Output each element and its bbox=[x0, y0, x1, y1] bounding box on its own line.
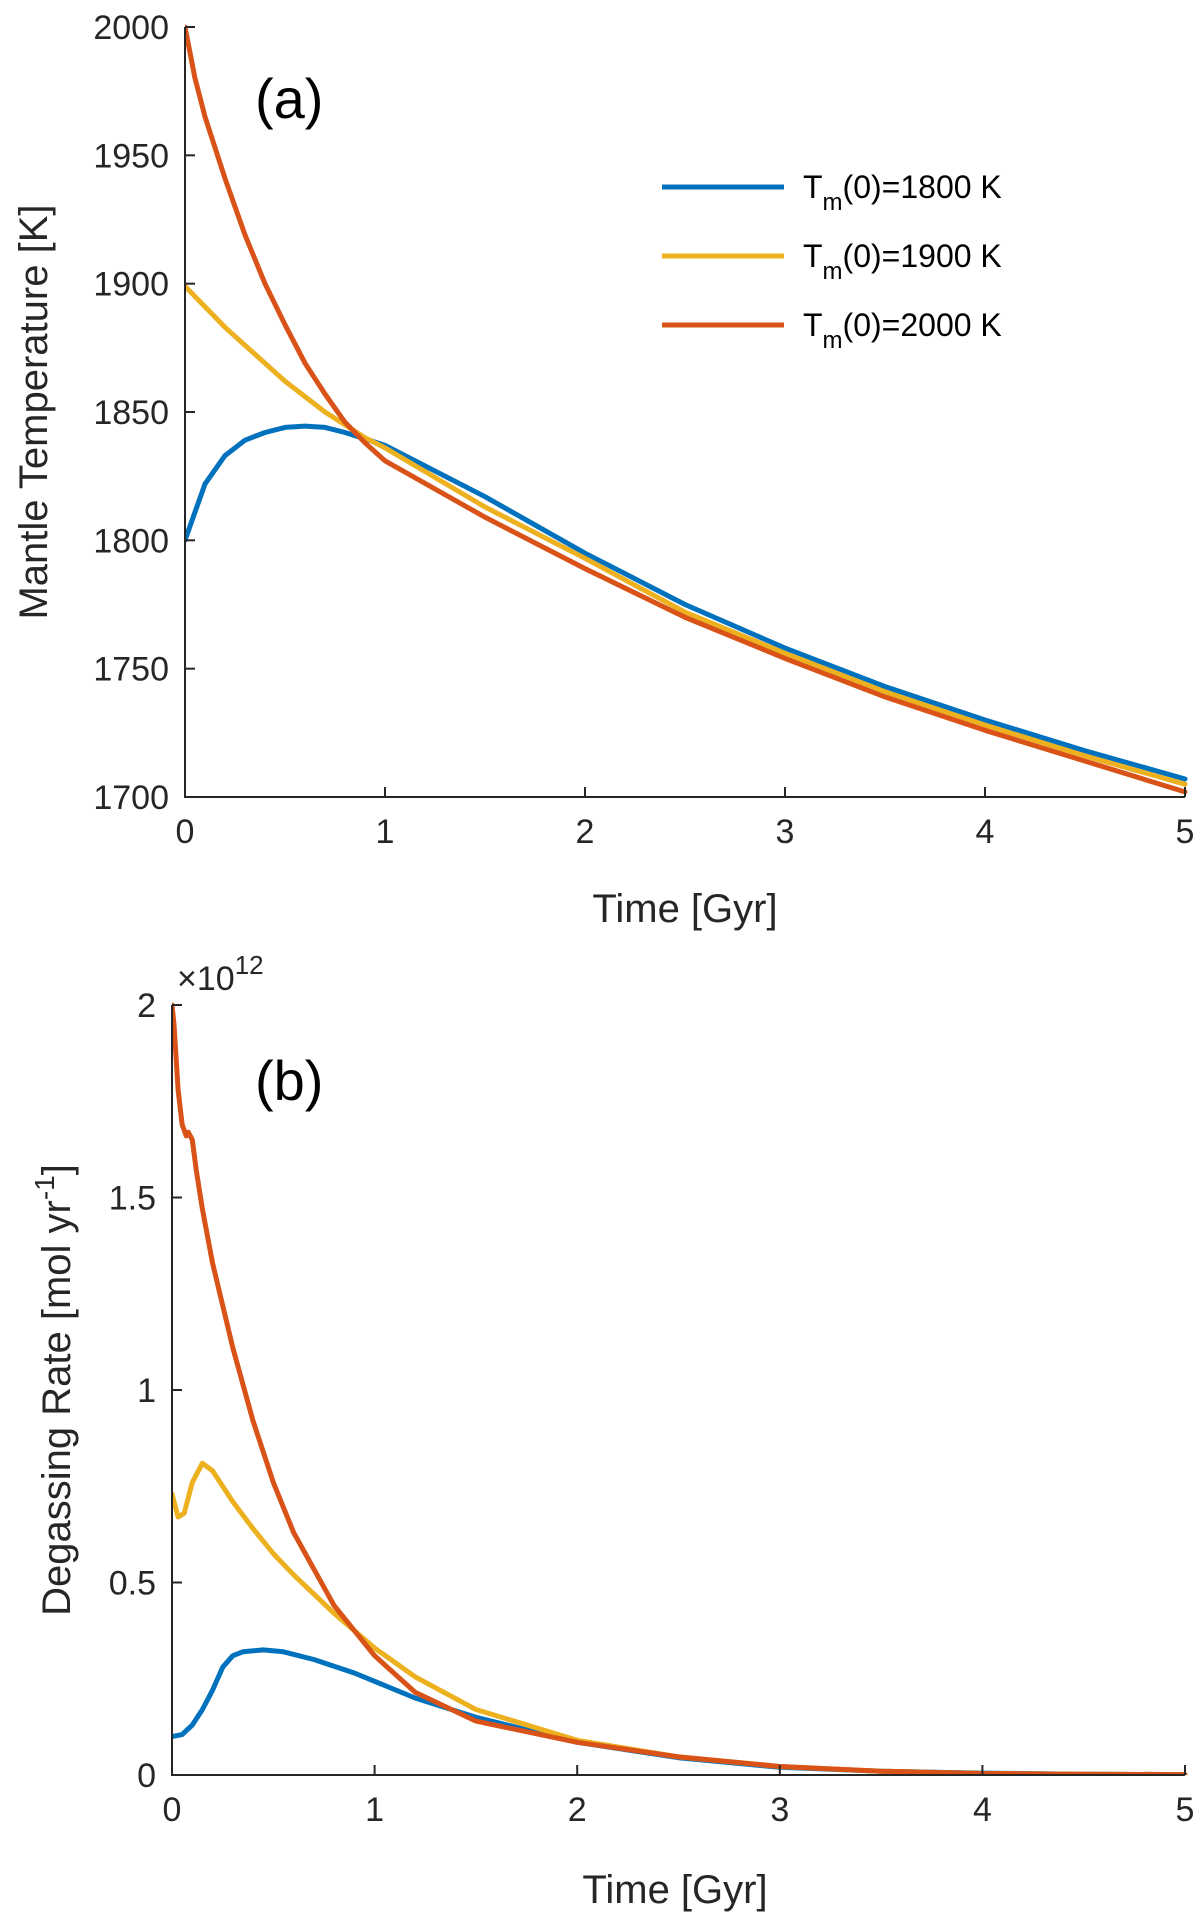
panel-a-ytick-label: 1950 bbox=[93, 137, 169, 175]
legend-label-tm1900-sub: m bbox=[823, 258, 843, 285]
panel-a-ylabel: Mantle Temperature [K] bbox=[12, 204, 56, 619]
panel-b: 0 1 2 3 4 500.511.52 ×1012 (b) Time [Gyr] Deg… bbox=[29, 950, 1194, 1912]
panel-a-xtick-label: 4 bbox=[976, 813, 995, 851]
panel-a-xtick-label: 1 bbox=[376, 813, 395, 851]
panel-b-xtick-label: 2 bbox=[568, 1791, 587, 1829]
panel-b-ytick-label: 0.5 bbox=[109, 1565, 156, 1603]
panel-b-xtick-label: 4 bbox=[973, 1791, 992, 1829]
panel-b-ytick-label: 2 bbox=[137, 987, 156, 1025]
legend-label-tm2000-sub: m bbox=[823, 327, 843, 354]
legend-label-tm2000-main: T bbox=[803, 307, 823, 343]
legend: Tm(0)=1800 K Tm(0)=1900 K Tm(0)=2000 K bbox=[662, 169, 1002, 354]
panel-b-ticks: 0 1 2 3 4 5 0 0.5 1 1.5 2 bbox=[109, 987, 1195, 1829]
legend-label-tm2000-suffix: (0)=2000 K bbox=[843, 307, 1002, 343]
panel-b-ylabel-sup: -1 bbox=[29, 1175, 60, 1200]
panel-b-series-group bbox=[172, 1002, 1188, 1775]
panel-a-xlabel: Time [Gyr] bbox=[592, 887, 777, 931]
panel-a: 0 1 2 3 4 5 1700 1750 1800 1850 1900 1950 2000 (a) T… bbox=[12, 9, 1194, 931]
panel-a-xtick-label: 0 bbox=[176, 813, 195, 851]
panel-a-ytick-label: 2000 bbox=[93, 9, 169, 47]
legend-label-tm2000: Tm(0)=2000 K bbox=[803, 307, 1002, 354]
legend-label-tm1800-main: T bbox=[803, 169, 823, 205]
legend-label-tm1900: Tm(0)=1900 K bbox=[803, 238, 1002, 285]
panel-b-ylabel: Degassing Rate [mol yr-1] bbox=[29, 1164, 79, 1616]
panel-a-ytick-label: 1900 bbox=[93, 266, 169, 304]
panel-b-xtick-label: 3 bbox=[770, 1791, 789, 1829]
panel-b-ylabel-main: Degassing Rate [mol yr bbox=[35, 1200, 79, 1616]
panel-a-ytick-label: 1800 bbox=[93, 522, 169, 560]
panel-b-line-tm1900 bbox=[172, 1460, 1188, 1775]
panel-a-ytick-label: 1850 bbox=[93, 394, 169, 432]
panel-b-ytick-label: 1 bbox=[137, 1372, 156, 1410]
panel-b-xtick-label: 0 bbox=[163, 1791, 182, 1829]
panel-a-ytick-label: 1700 bbox=[93, 779, 169, 817]
panel-b-xtick-label: 1 bbox=[365, 1791, 384, 1829]
panel-a-xtick-label: 5 bbox=[1176, 813, 1195, 851]
legend-label-tm1900-main: T bbox=[803, 238, 823, 274]
legend-label-tm1800-sub: m bbox=[823, 189, 843, 216]
panel-b-ylabel-end: ] bbox=[35, 1164, 79, 1175]
panel-a-xtick-label: 2 bbox=[576, 813, 595, 851]
panel-a-ticks: 0 1 2 3 4 5 1700 1750 1800 1850 1900 1950 2000 bbox=[93, 9, 1194, 851]
panel-b-line-tm2000 bbox=[172, 1002, 1188, 1775]
panel-b-exponent: ×1012 bbox=[177, 950, 264, 998]
panel-b-label: (b) bbox=[255, 1049, 323, 1112]
panel-b-ytick-label: 0 bbox=[137, 1757, 156, 1795]
panel-a-label: (a) bbox=[255, 67, 323, 130]
panel-b-exponent-power: 12 bbox=[235, 950, 264, 980]
panel-b-axes bbox=[171, 1005, 1185, 1776]
panel-b-xlabel: Time [Gyr] bbox=[582, 1868, 767, 1912]
panel-a-xtick-label: 3 bbox=[776, 813, 795, 851]
panel-a-series-group bbox=[185, 24, 1188, 795]
panel-a-line-tm1800 bbox=[185, 423, 1188, 782]
panel-b-exponent-mult: ×10 bbox=[177, 960, 235, 998]
legend-label-tm1800-suffix: (0)=1800 K bbox=[843, 169, 1002, 205]
panel-a-line-tm1900 bbox=[185, 283, 1188, 787]
panel-a-line-tm2000 bbox=[185, 24, 1188, 795]
legend-label-tm1800: Tm(0)=1800 K bbox=[803, 169, 1002, 216]
panel-a-ytick-label: 1750 bbox=[93, 651, 169, 689]
panel-b-ytick-label: 1.5 bbox=[109, 1180, 156, 1218]
legend-label-tm1900-suffix: (0)=1900 K bbox=[843, 238, 1002, 274]
panel-b-xtick-label: 5 bbox=[1176, 1791, 1195, 1829]
